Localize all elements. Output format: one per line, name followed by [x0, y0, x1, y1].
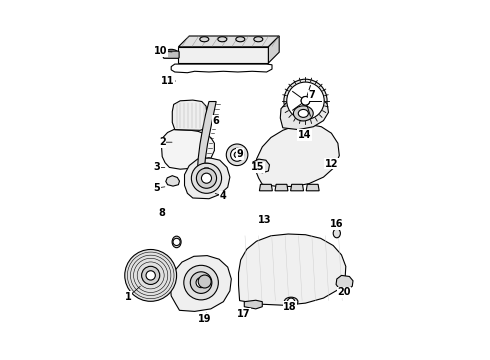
Text: 18: 18 — [283, 302, 297, 312]
Polygon shape — [280, 95, 328, 130]
Circle shape — [226, 144, 248, 166]
Circle shape — [142, 266, 160, 284]
Circle shape — [234, 152, 240, 158]
Ellipse shape — [200, 37, 209, 42]
Circle shape — [184, 265, 219, 300]
Text: 8: 8 — [158, 208, 165, 218]
Polygon shape — [185, 158, 230, 199]
Circle shape — [173, 238, 180, 246]
Text: 10: 10 — [154, 46, 167, 56]
Circle shape — [146, 271, 155, 280]
Circle shape — [231, 148, 244, 161]
Polygon shape — [162, 130, 215, 169]
Ellipse shape — [172, 236, 181, 248]
Polygon shape — [239, 234, 346, 305]
Text: 14: 14 — [297, 130, 311, 140]
Ellipse shape — [333, 229, 341, 238]
Circle shape — [192, 163, 221, 193]
Circle shape — [301, 96, 310, 105]
Ellipse shape — [236, 37, 245, 42]
Circle shape — [190, 272, 212, 293]
Polygon shape — [245, 300, 262, 309]
Polygon shape — [170, 256, 231, 311]
Polygon shape — [291, 184, 304, 191]
Text: 20: 20 — [337, 287, 351, 297]
Circle shape — [288, 298, 294, 305]
Circle shape — [125, 249, 176, 301]
Text: 9: 9 — [236, 149, 243, 159]
Text: 15: 15 — [251, 162, 264, 172]
Text: 3: 3 — [153, 162, 160, 172]
Text: 5: 5 — [153, 183, 160, 193]
Polygon shape — [171, 64, 272, 73]
Polygon shape — [269, 36, 279, 63]
Circle shape — [196, 168, 217, 188]
Polygon shape — [197, 102, 216, 170]
Ellipse shape — [254, 37, 263, 42]
Text: 13: 13 — [258, 215, 271, 225]
Ellipse shape — [298, 109, 308, 117]
Circle shape — [198, 275, 211, 288]
Circle shape — [201, 173, 212, 183]
Polygon shape — [166, 176, 179, 186]
Ellipse shape — [164, 49, 178, 57]
FancyBboxPatch shape — [163, 51, 179, 58]
Polygon shape — [178, 36, 279, 47]
Text: 7: 7 — [308, 90, 315, 100]
Polygon shape — [178, 47, 269, 63]
Polygon shape — [259, 184, 272, 191]
Text: 19: 19 — [198, 314, 211, 324]
Circle shape — [196, 278, 206, 288]
Text: 6: 6 — [213, 116, 220, 126]
Text: 1: 1 — [124, 292, 131, 302]
Polygon shape — [306, 184, 319, 191]
Polygon shape — [251, 159, 270, 173]
Circle shape — [301, 96, 310, 105]
Text: 4: 4 — [220, 191, 227, 201]
Text: 16: 16 — [330, 219, 343, 229]
Circle shape — [284, 79, 327, 122]
Ellipse shape — [284, 297, 298, 306]
Polygon shape — [275, 184, 288, 191]
Polygon shape — [172, 100, 207, 130]
Polygon shape — [336, 275, 353, 289]
Text: 17: 17 — [237, 309, 250, 319]
Text: 2: 2 — [159, 137, 166, 147]
Text: 12: 12 — [325, 159, 338, 169]
Text: 11: 11 — [161, 76, 174, 86]
Ellipse shape — [294, 106, 313, 121]
Circle shape — [287, 82, 324, 120]
Ellipse shape — [218, 37, 227, 42]
Polygon shape — [256, 124, 339, 186]
